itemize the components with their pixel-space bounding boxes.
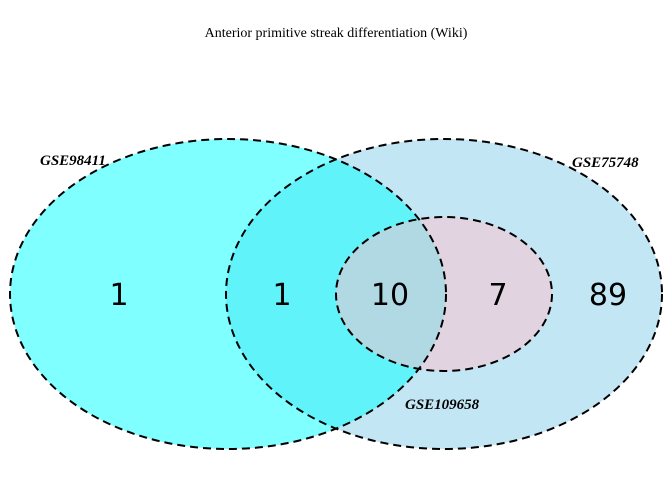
set-label-gse98411: GSE98411 xyxy=(40,153,106,169)
set-label-gse109658: GSE109658 xyxy=(405,397,480,413)
count-gse75748-gse109658: 7 xyxy=(488,278,507,313)
set-ellipse-gse109658 xyxy=(336,217,552,371)
count-gse98411-only: 1 xyxy=(109,278,128,313)
count-all-three: 10 xyxy=(371,278,409,313)
count-gse98411-gse75748: 1 xyxy=(272,278,291,313)
outline-gse75748 xyxy=(225,138,663,450)
set-ellipse-gse98411 xyxy=(10,139,446,449)
diagram-title: Anterior primitive streak differentiatio… xyxy=(204,26,468,41)
set-outlines xyxy=(9,138,663,450)
set-label-gse75748: GSE75748 xyxy=(572,155,639,171)
count-gse75748-only: 89 xyxy=(589,278,627,313)
outline-gse109658 xyxy=(335,216,553,372)
outline-gse98411 xyxy=(9,138,447,450)
